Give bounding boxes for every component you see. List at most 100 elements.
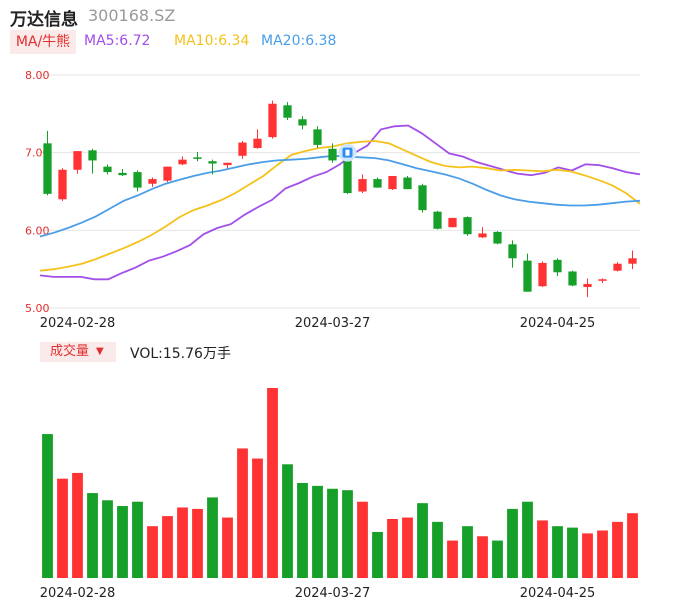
y-tick-label: 8.00: [25, 69, 50, 82]
ma10-line: [39, 140, 641, 272]
candle-body: [433, 211, 442, 229]
volume-bar: [612, 521, 623, 578]
volume-bar: [447, 540, 458, 578]
candle-body: [628, 258, 637, 264]
volume-bar: [537, 520, 548, 578]
candle-body: [358, 179, 367, 192]
ma-toggle-button[interactable]: MA/牛熊: [10, 30, 76, 54]
ma20-line: [39, 154, 641, 238]
volume-bar: [402, 517, 413, 578]
volume-x-axis: 2024-02-28 2024-03-27 2024-04-25: [40, 586, 596, 601]
candle-body: [568, 271, 577, 286]
candle-body: [208, 161, 217, 164]
candle-body: [268, 103, 277, 138]
price-grid: [38, 74, 640, 309]
volume-bar: [417, 503, 428, 578]
candle-body: [328, 148, 337, 161]
event-marker-icon: [338, 143, 357, 162]
candle-body: [343, 160, 352, 194]
caret-down-icon: ▼: [96, 346, 104, 357]
candle-body: [133, 172, 142, 188]
candle-body: [88, 150, 97, 161]
volume-bar: [162, 516, 173, 578]
volume-toggle-button[interactable]: 成交量 ▼: [40, 342, 116, 362]
y-tick-label: 5.00: [25, 302, 50, 315]
candle-body: [538, 262, 547, 287]
volume-bar: [597, 530, 608, 578]
candle-body: [298, 119, 307, 126]
volume-bar: [507, 508, 518, 578]
x-tick-label: 2024-02-28: [40, 316, 116, 331]
candle-body: [73, 151, 82, 170]
volume-bar: [147, 526, 158, 578]
candle-body: [43, 143, 52, 194]
candlesticks: [43, 100, 637, 298]
candle-body: [118, 172, 127, 176]
stock-name: 万达信息: [10, 10, 78, 30]
candle-body: [193, 157, 202, 159]
volume-bar: [207, 497, 218, 578]
candle-body: [103, 166, 112, 173]
volume-bar: [72, 472, 83, 578]
volume-bar: [192, 508, 203, 578]
candle-body: [448, 217, 457, 228]
candle-body: [493, 231, 502, 244]
volume-bar: [117, 506, 128, 578]
volume-bar: [522, 501, 533, 578]
candle-body: [508, 244, 517, 259]
volume-bar: [462, 526, 473, 578]
volume-bar: [297, 483, 308, 578]
volume-bar: [357, 501, 368, 578]
x-tick-label: 2024-04-25: [520, 586, 596, 601]
candle-body: [223, 162, 232, 166]
candle-body: [178, 159, 187, 165]
x-tick-label: 2024-04-25: [520, 316, 596, 331]
volume-value: VOL:15.76万手: [130, 346, 231, 362]
candle-body: [238, 142, 247, 156]
y-tick-label: 6.00: [25, 224, 50, 237]
x-tick-label: 2024-02-28: [40, 586, 116, 601]
volume-bar: [432, 521, 443, 578]
volume-bar: [492, 540, 503, 578]
ma5-line: [39, 124, 641, 281]
volume-bar: [387, 518, 398, 578]
volume-bar: [102, 500, 113, 578]
volume-bar: [582, 533, 593, 578]
volume-bar: [372, 531, 383, 578]
candle-body: [373, 179, 382, 188]
volume-bar: [477, 536, 488, 578]
candle-body: [58, 169, 67, 200]
ma20-label: MA20:6.38: [261, 33, 337, 49]
volume-bar: [252, 458, 263, 578]
volume-toggle-label: 成交量: [50, 344, 90, 359]
ma10-label: MA10:6.34: [174, 33, 250, 49]
volume-bar: [327, 488, 338, 578]
candle-body: [148, 179, 157, 184]
volume-bar: [312, 485, 323, 578]
volume-bar: [132, 501, 143, 578]
candle-body: [583, 283, 592, 288]
candle-body: [403, 177, 412, 190]
volume-bar: [342, 490, 353, 578]
candle-body: [418, 185, 427, 211]
candle-body: [313, 129, 322, 145]
volume-bars: [42, 388, 638, 578]
volume-bar: [267, 388, 278, 578]
candle-body: [523, 260, 532, 292]
volume-bar: [57, 478, 68, 578]
volume-bar: [627, 513, 638, 578]
x-tick-label: 2024-03-27: [295, 316, 371, 331]
volume-bar: [282, 464, 293, 578]
ma5-label: MA5:6.72: [84, 33, 151, 49]
candle-body: [598, 279, 607, 281]
volume-bar: [87, 493, 98, 578]
marker-glyph: [345, 149, 350, 156]
price-x-axis: 2024-02-28 2024-03-27 2024-04-25: [40, 316, 596, 331]
candle-body: [613, 263, 622, 271]
stock-code: 300168.SZ: [88, 6, 176, 25]
candle-body: [553, 259, 562, 273]
x-tick-label: 2024-03-27: [295, 586, 371, 601]
candle-body: [478, 233, 487, 238]
candle-body: [253, 138, 262, 149]
